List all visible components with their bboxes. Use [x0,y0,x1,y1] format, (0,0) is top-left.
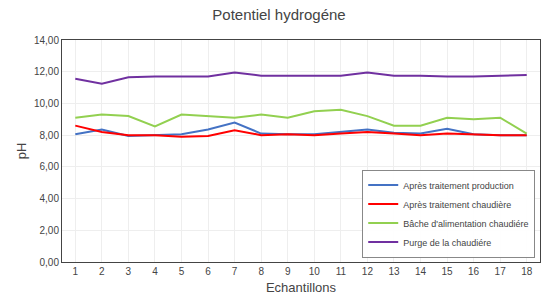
svg-text:5: 5 [179,266,185,277]
svg-text:12,00: 12,00 [34,66,59,77]
svg-text:4,00: 4,00 [40,193,60,204]
svg-text:2,00: 2,00 [40,225,60,236]
svg-text:Purge de la chaudiére: Purge de la chaudiére [403,238,491,248]
svg-text:7: 7 [232,266,238,277]
svg-text:3: 3 [126,266,132,277]
svg-text:17: 17 [495,266,507,277]
svg-text:6: 6 [205,266,211,277]
svg-text:8: 8 [258,266,264,277]
svg-text:11: 11 [336,266,347,277]
svg-text:16: 16 [468,266,480,277]
svg-text:14: 14 [415,266,427,277]
svg-text:14,00: 14,00 [34,35,59,46]
svg-text:Après traitement production: Après traitement production [403,181,514,191]
svg-text:9: 9 [285,266,291,277]
svg-text:1: 1 [72,266,78,277]
svg-text:pH: pH [14,143,29,160]
svg-text:0,00: 0,00 [40,257,60,268]
svg-text:10: 10 [309,266,321,277]
svg-text:Après traitement chaudière: Après traitement chaudière [403,200,511,210]
svg-text:Echantillons: Echantillons [266,280,337,295]
svg-text:8,00: 8,00 [40,130,60,141]
svg-text:13: 13 [388,266,400,277]
svg-text:Potentiel hydrogéne: Potentiel hydrogéne [212,6,345,23]
svg-text:18: 18 [521,266,533,277]
svg-text:6,00: 6,00 [40,161,60,172]
svg-text:4: 4 [152,266,158,277]
svg-text:12: 12 [362,266,374,277]
svg-text:Bâche d'alimentation chaudiére: Bâche d'alimentation chaudiére [403,219,528,229]
svg-text:2: 2 [99,266,105,277]
svg-text:10,00: 10,00 [34,98,59,109]
svg-text:15: 15 [441,266,453,277]
